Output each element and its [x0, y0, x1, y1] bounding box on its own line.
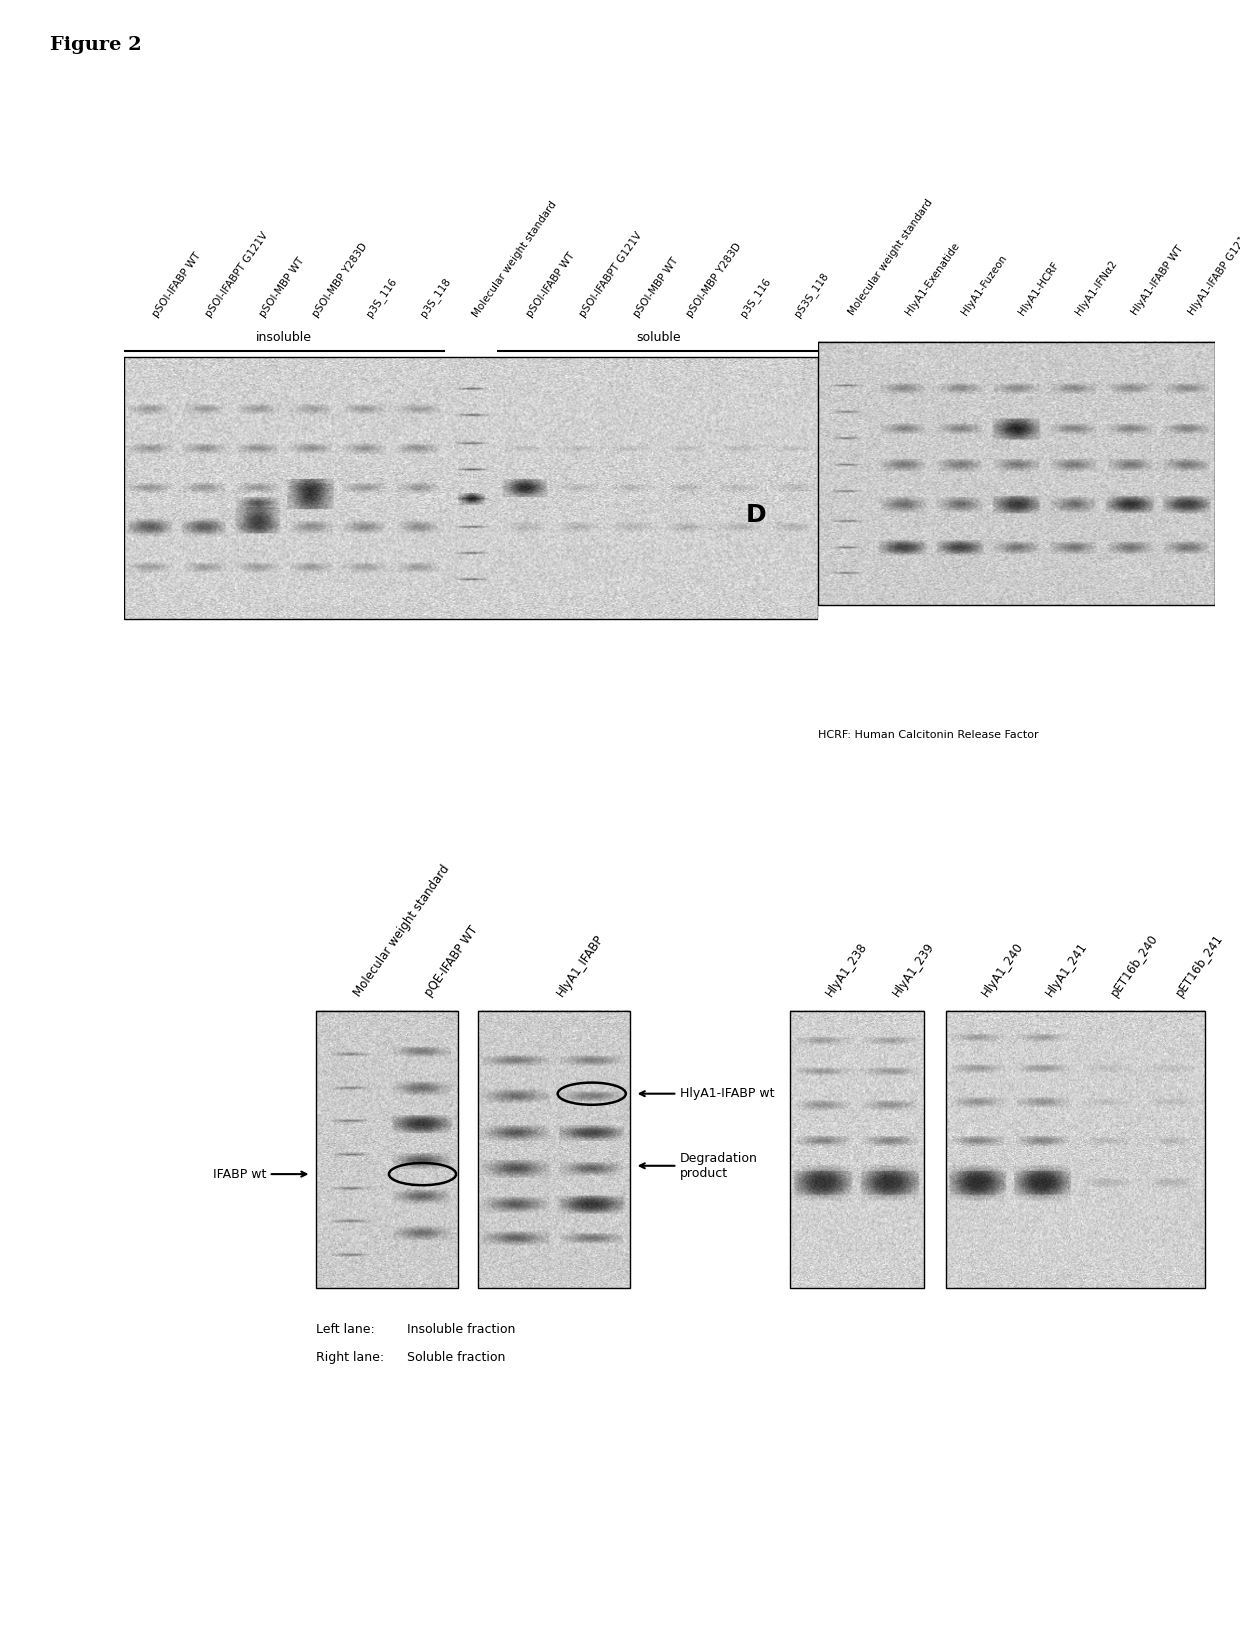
Text: IFABP wt: IFABP wt — [212, 1168, 306, 1181]
Text: pSOI-IFABP WT: pSOI-IFABP WT — [525, 250, 577, 320]
Text: insoluble: insoluble — [257, 331, 312, 344]
Text: HlyA1-IFNα2: HlyA1-IFNα2 — [1074, 259, 1118, 316]
Text: pSOI-MBP Y283D: pSOI-MBP Y283D — [684, 240, 744, 320]
Text: HlyA1-Exenatide: HlyA1-Exenatide — [904, 240, 961, 316]
Text: p3S_116: p3S_116 — [365, 275, 399, 320]
Text: Soluble fraction: Soluble fraction — [408, 1351, 506, 1364]
Text: soluble: soluble — [636, 331, 681, 344]
Text: p3S_118: p3S_118 — [418, 275, 453, 320]
Text: p3S_116: p3S_116 — [738, 275, 773, 320]
Text: pSOI-IFABPT G121V: pSOI-IFABPT G121V — [205, 231, 270, 320]
Text: D: D — [745, 504, 766, 527]
Text: Insoluble fraction: Insoluble fraction — [408, 1324, 516, 1336]
Text: HlyA1-Fuzeon: HlyA1-Fuzeon — [960, 252, 1009, 316]
Text: Left lane:: Left lane: — [316, 1324, 376, 1336]
Text: HlyA1_240: HlyA1_240 — [978, 940, 1025, 998]
Text: pET16b_241: pET16b_241 — [1173, 931, 1225, 998]
Text: HCRF: Human Calcitonin Release Factor: HCRF: Human Calcitonin Release Factor — [818, 730, 1039, 740]
Text: Molecular weight standard: Molecular weight standard — [471, 199, 559, 320]
Text: pS3S_118: pS3S_118 — [791, 270, 831, 320]
Text: pSOI-MBP WT: pSOI-MBP WT — [631, 255, 680, 320]
Text: Molecular weight standard: Molecular weight standard — [352, 861, 453, 998]
Text: Figure 2: Figure 2 — [50, 36, 141, 54]
Bar — [124, 357, 818, 619]
Text: pSOI-MBP WT: pSOI-MBP WT — [258, 255, 306, 320]
Text: pET16b_240: pET16b_240 — [1109, 932, 1161, 998]
Text: HlyA1_239: HlyA1_239 — [890, 940, 937, 998]
Text: pSOI-IFABPT G121V: pSOI-IFABPT G121V — [578, 231, 645, 320]
Text: HlyA1-IFABP G121V: HlyA1-IFABP G121V — [1187, 229, 1240, 316]
Bar — [479, 1011, 630, 1288]
Text: HlyA1-HCRF: HlyA1-HCRF — [1017, 260, 1061, 316]
Text: HlyA1_238: HlyA1_238 — [823, 940, 870, 998]
Text: HlyA1-IFABP wt: HlyA1-IFABP wt — [640, 1087, 775, 1100]
Text: HlyA1-IFABP WT: HlyA1-IFABP WT — [1130, 244, 1185, 316]
Text: pSOI-MBP Y283D: pSOI-MBP Y283D — [311, 240, 370, 320]
Bar — [946, 1011, 1205, 1288]
Text: pQE-IFABP WT: pQE-IFABP WT — [423, 922, 481, 998]
Bar — [316, 1011, 458, 1288]
Text: HlyA1_IFABP: HlyA1_IFABP — [554, 932, 606, 998]
Text: Molecular weight standard: Molecular weight standard — [847, 198, 935, 316]
Bar — [818, 341, 1215, 604]
Text: HlyA1_241: HlyA1_241 — [1044, 939, 1090, 998]
Text: Right lane:: Right lane: — [316, 1351, 384, 1364]
Text: pSOI-IFABP WT: pSOI-IFABP WT — [151, 250, 202, 320]
Bar — [790, 1011, 924, 1288]
Text: Degradation
product: Degradation product — [640, 1151, 758, 1179]
